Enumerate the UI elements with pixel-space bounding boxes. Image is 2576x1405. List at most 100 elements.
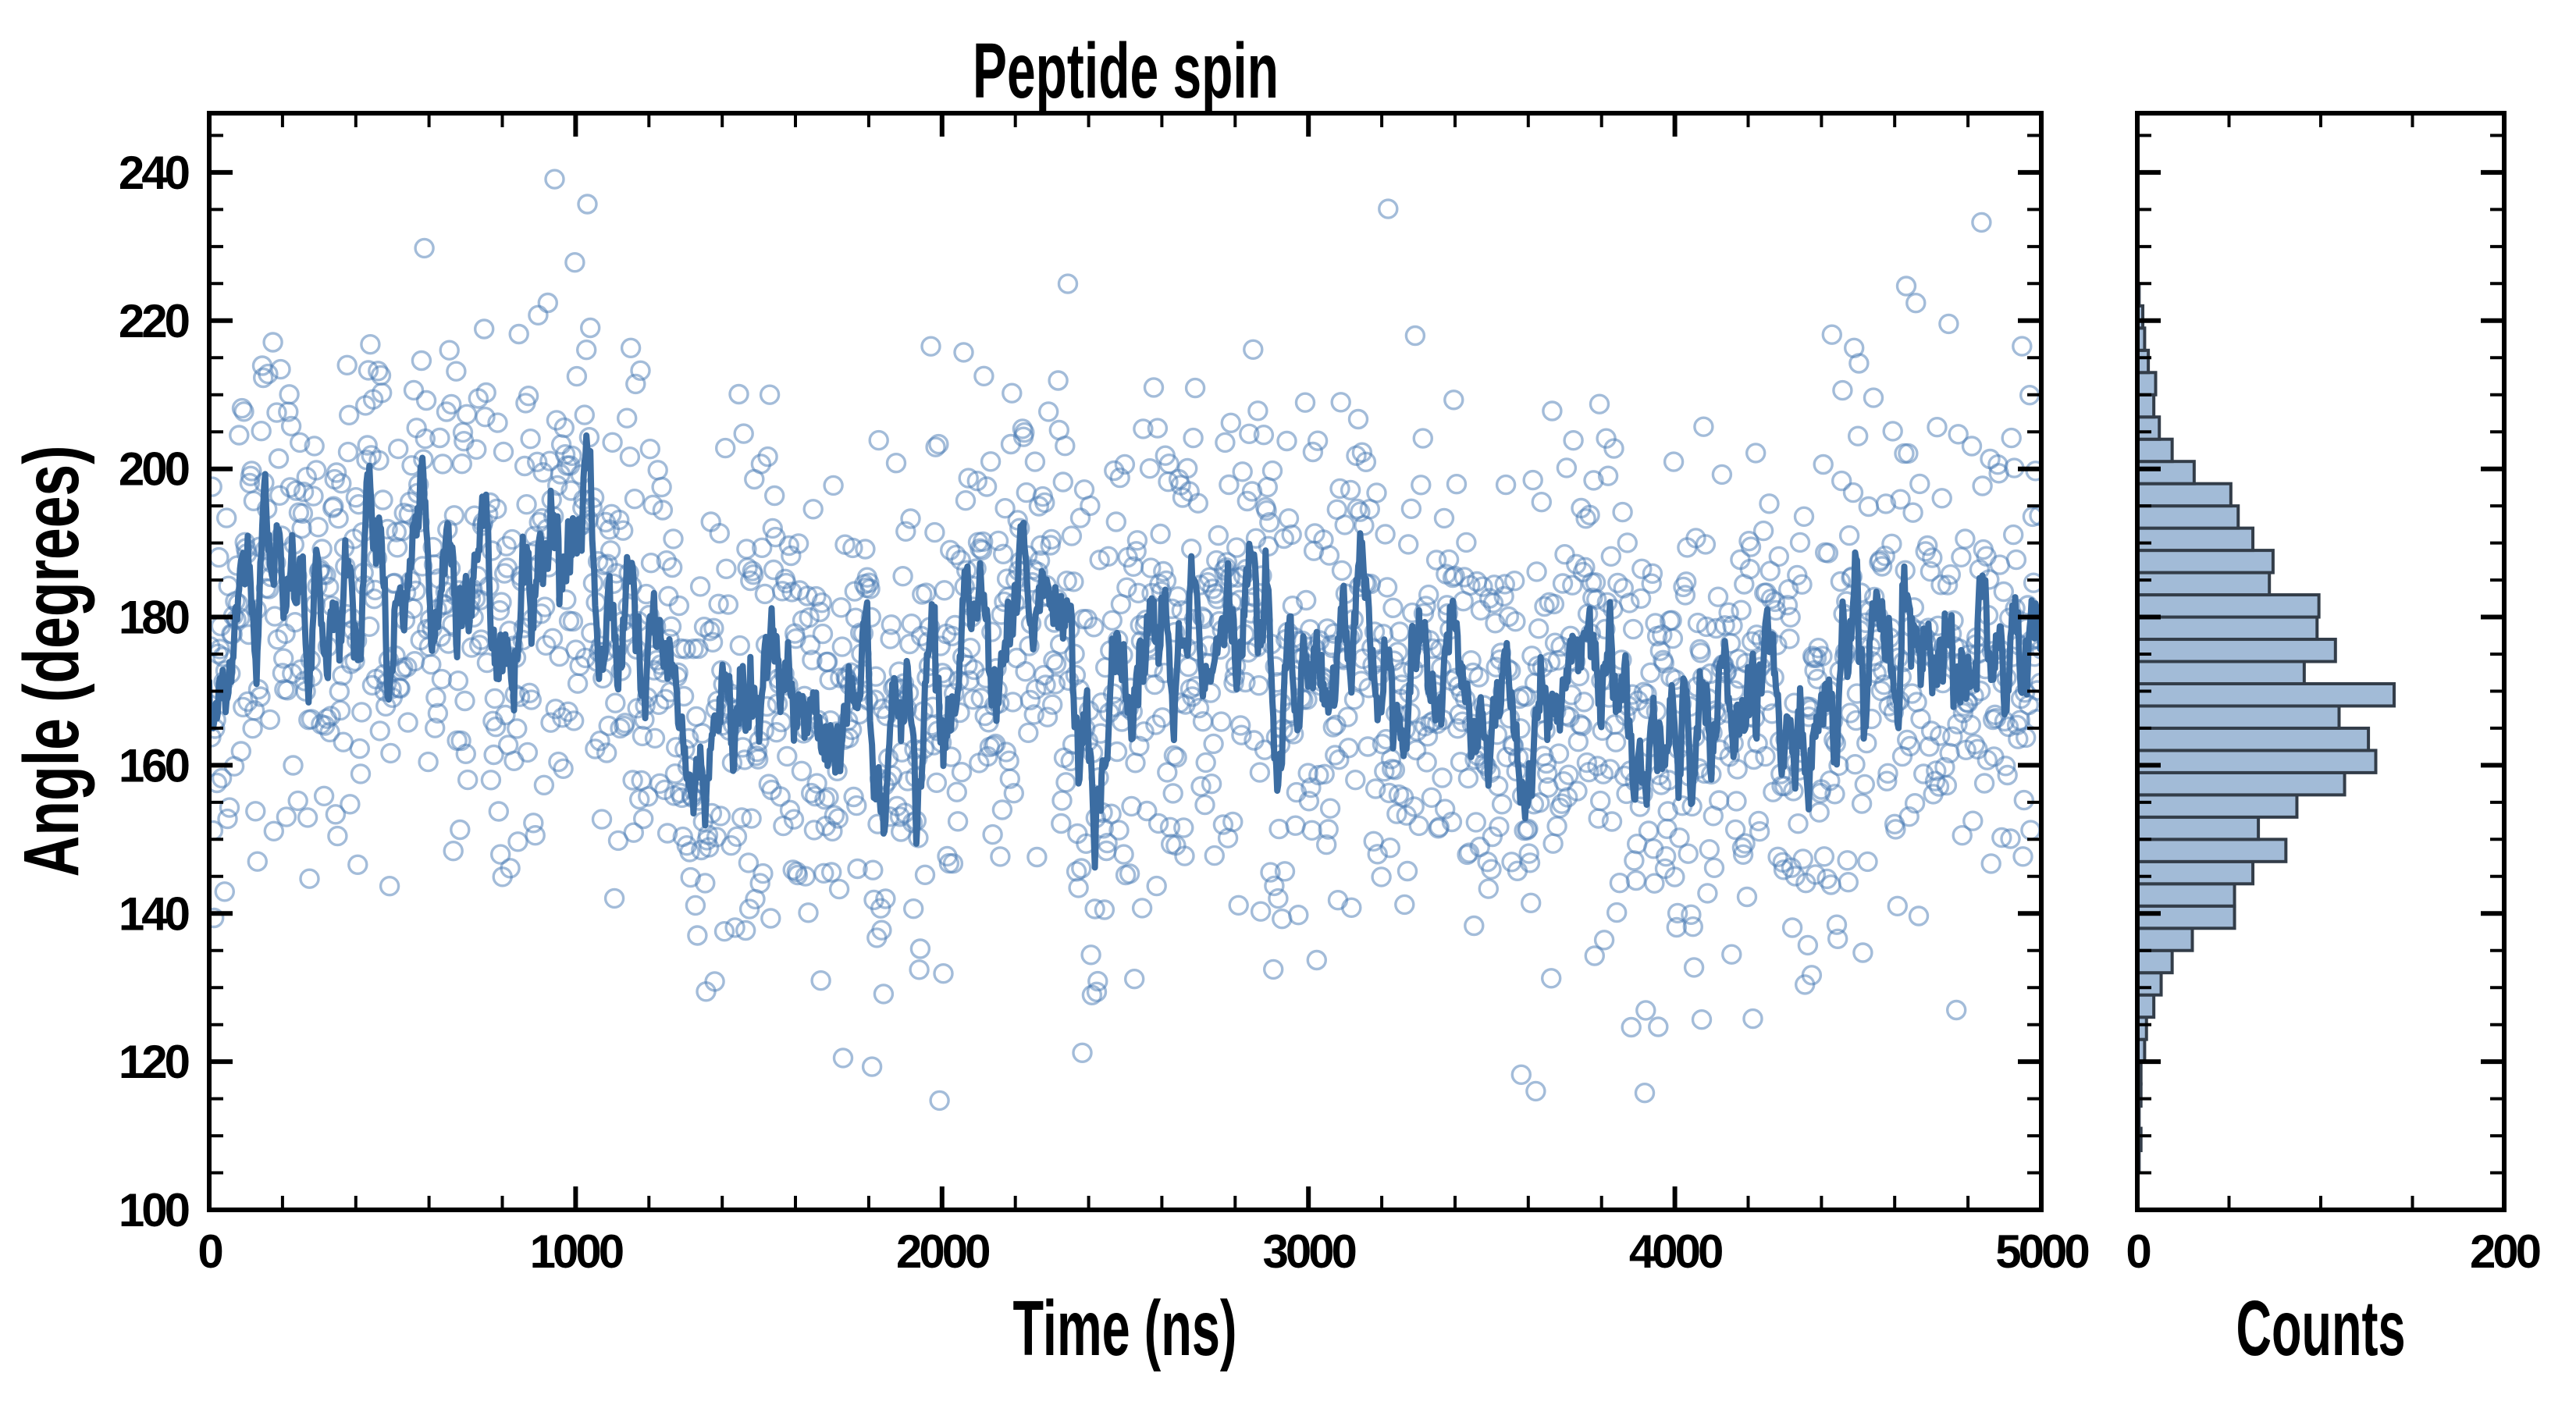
scatter-point: [1768, 546, 1790, 567]
scatter-point: [562, 610, 584, 632]
scatter-point: [715, 437, 736, 459]
scatter-point: [1624, 850, 1645, 871]
scatter-point: [1166, 747, 1187, 768]
scatter-point: [520, 429, 541, 450]
scatter-point: [1991, 827, 2012, 848]
scatter-point: [336, 354, 358, 375]
scatter-point: [855, 539, 876, 560]
histogram-bar: [2137, 749, 2378, 774]
scatter-point: [209, 772, 228, 794]
scatter-point: [1236, 490, 1258, 512]
x-tick-label: 1000: [530, 1225, 623, 1278]
scatter-point: [1875, 493, 1897, 514]
scatter-point: [962, 689, 984, 710]
scatter-point: [818, 787, 839, 808]
scatter-point: [518, 386, 539, 407]
scatter-point: [1847, 425, 1869, 446]
scatter-point: [662, 557, 683, 578]
scatter-point: [1051, 813, 1072, 834]
scatter-point: [1554, 544, 1575, 565]
histogram-bar: [2137, 593, 2321, 619]
scatter-point: [875, 888, 896, 909]
scatter-point: [639, 439, 660, 460]
scatter-point: [987, 530, 1009, 552]
scatter-point: [1929, 725, 1951, 746]
scatter-point: [209, 546, 229, 568]
scatter-point: [1905, 293, 1927, 314]
scatter-point: [475, 407, 496, 428]
scatter-point: [983, 735, 1005, 756]
scatter-point: [1457, 767, 1479, 789]
scatter-point: [1262, 959, 1284, 980]
scatter-point: [687, 925, 708, 946]
scatter-point: [757, 446, 778, 468]
histogram-bar: [2137, 482, 2233, 508]
scatter-point: [566, 365, 588, 387]
tick-labels: 0 1000 2000 3000 4000 50001001201401601802002…: [119, 147, 2543, 1278]
scatter-point: [1908, 905, 1930, 927]
scatter-point: [388, 438, 409, 460]
histogram-bar: [2137, 393, 2156, 419]
scatter-point: [1015, 661, 1036, 682]
scatter-point: [603, 887, 625, 909]
scatter-point: [1887, 895, 1909, 917]
scatter-point: [1378, 198, 1399, 219]
scatter-point: [620, 337, 642, 358]
scatter-point: [733, 423, 754, 444]
scatter-point: [1037, 401, 1059, 422]
scatter-point: [625, 373, 646, 395]
scatter-point: [1109, 467, 1130, 489]
scatter-point: [609, 509, 630, 531]
scatter-point: [648, 694, 670, 715]
scatter-point: [1143, 377, 1165, 398]
scatter-point: [881, 614, 902, 635]
scatter-point: [1909, 473, 1930, 495]
scatter-point: [1003, 783, 1025, 804]
scatter-point: [1784, 866, 1806, 887]
scatter-point: [1229, 715, 1251, 736]
scatter-point: [778, 535, 799, 557]
scatter-point: [507, 831, 528, 852]
scatter-point: [372, 489, 393, 510]
scatter-point: [589, 731, 610, 752]
scatter-point: [1777, 595, 1799, 616]
scatter-point: [1837, 850, 1858, 871]
scatter-point: [1364, 778, 1386, 799]
scatter-point: [1404, 796, 1425, 817]
scatter-point: [1379, 782, 1400, 804]
scatter-point: [1638, 820, 1660, 841]
scatter-point: [1960, 714, 1982, 736]
scatter-point: [1331, 560, 1353, 582]
scatter-point: [1940, 564, 1962, 585]
scatter-point: [909, 959, 930, 980]
scatter-point: [981, 621, 1002, 642]
scatter-point: [871, 919, 892, 941]
scatter-point: [1945, 999, 1967, 1021]
scatter-point: [326, 462, 347, 483]
scatter-point: [1703, 857, 1725, 879]
x-tick-label: 5000: [1995, 1225, 2088, 1278]
scatter-point: [287, 790, 308, 812]
scatter-point: [1534, 596, 1555, 617]
scatter-point: [920, 336, 941, 357]
scatter-point: [425, 717, 446, 738]
scatter-point: [1619, 592, 1640, 614]
scatter-point: [564, 710, 585, 731]
scatter-point: [1579, 504, 1600, 525]
scatter-point: [1044, 674, 1066, 695]
scatter-point: [581, 622, 602, 643]
scatter-point: [357, 435, 378, 456]
histogram-bar: [2137, 638, 2337, 663]
scatter-point: [1718, 602, 1739, 623]
scatter-point: [1045, 653, 1067, 674]
scatter-point: [1375, 524, 1396, 545]
scatter-point: [791, 760, 813, 781]
scatter-point: [1980, 853, 2001, 874]
scatter-point: [304, 436, 325, 457]
scatter-point: [508, 323, 529, 345]
scatter-point: [533, 774, 555, 795]
scatter-point: [233, 696, 254, 718]
scatter-point: [1337, 706, 1358, 727]
scatter-point: [1340, 479, 1361, 501]
scatter-point: [496, 535, 517, 557]
